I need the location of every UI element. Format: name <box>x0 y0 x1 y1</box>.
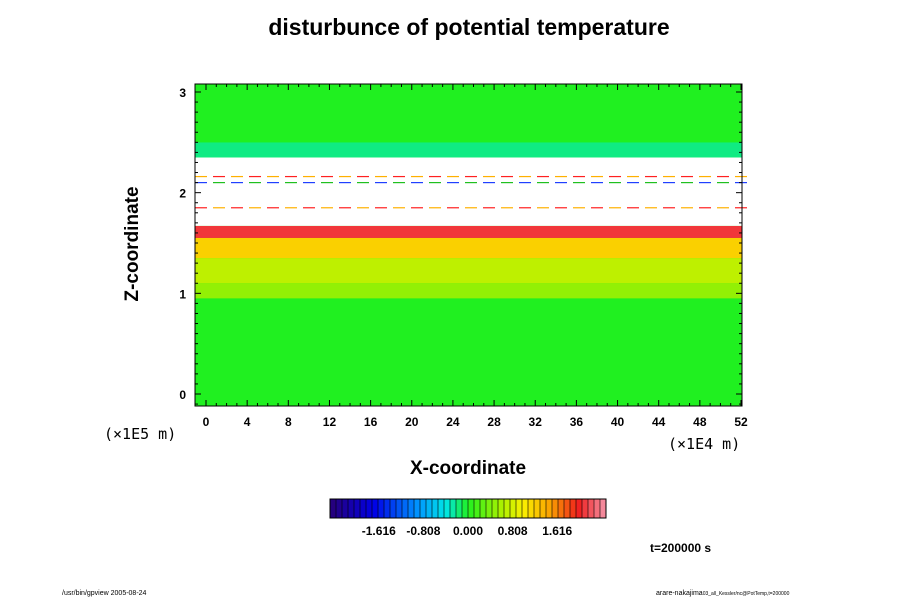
colorbar-cell <box>414 499 421 518</box>
colorbar-cell <box>570 499 577 518</box>
colorbar-cell <box>468 499 475 518</box>
colorbar-cell <box>564 499 571 518</box>
colorbar-cell <box>594 499 601 518</box>
colorbar-cell <box>444 499 451 518</box>
footer-right: arare-nakajima03_all_Kessler/nc@PotTemp,… <box>656 590 789 597</box>
colorbar-cell <box>396 499 403 518</box>
colorbar-cell <box>360 499 367 518</box>
colorbar-cell <box>450 499 457 518</box>
heatmap-layer <box>195 225 742 238</box>
x-tick-label: 36 <box>570 415 584 429</box>
colorbar-frame <box>329 498 607 519</box>
x-unit-label: (×1E4 m) <box>668 435 741 453</box>
colorbar-label: 0.808 <box>498 524 528 538</box>
colorbar-cell <box>330 499 337 518</box>
heatmap-layer <box>195 298 742 394</box>
x-tick-label: 40 <box>611 415 625 429</box>
x-tick-label: 4 <box>244 415 251 429</box>
colorbar-cell <box>492 499 499 518</box>
y-tick-label: 3 <box>179 86 186 100</box>
x-tick-label: 16 <box>364 415 378 429</box>
colorbar-cell <box>516 499 523 518</box>
colorbar-cell <box>462 499 469 518</box>
y-tick-label: 2 <box>179 187 186 201</box>
heatmap-layer <box>195 237 742 259</box>
colorbar-cell <box>426 499 433 518</box>
colorbar-cell <box>600 499 607 518</box>
x-tick-label: 8 <box>285 415 292 429</box>
colorbar-cell <box>534 499 541 518</box>
colorbar-label: -0.808 <box>406 524 440 538</box>
heatmap-layer <box>195 142 742 158</box>
x-tick-label: 28 <box>487 415 501 429</box>
colorbar-cell <box>480 499 487 518</box>
y-axis-label: Z-coordinate <box>122 186 143 302</box>
colorbar-cell <box>528 499 535 518</box>
x-tick-label: 52 <box>734 415 748 429</box>
colorbar-cell <box>552 499 559 518</box>
x-tick-label: 48 <box>693 415 707 429</box>
x-axis-label: X-coordinate <box>409 458 527 479</box>
colorbar-cell <box>378 499 385 518</box>
colorbar-label: 1.616 <box>542 524 572 538</box>
colorbar-cell <box>588 499 595 518</box>
colorbar-cell <box>558 499 565 518</box>
colorbar-cell <box>432 499 439 518</box>
heatmap-layer <box>195 258 742 284</box>
colorbar-cell <box>510 499 517 518</box>
colorbar-cell <box>366 499 373 518</box>
colorbar-cell <box>408 499 415 518</box>
footer-right-sub: 03_all_Kessler/nc@PotTemp,t=200000 <box>702 591 790 597</box>
colorbar-cell <box>498 499 505 518</box>
footer-right-main: arare-nakajima <box>656 590 703 597</box>
colorbar-cell <box>348 499 355 518</box>
colorbar-cell <box>354 499 361 518</box>
colorbar-cell <box>576 499 583 518</box>
colorbar-cell <box>372 499 379 518</box>
colorbar: -1.616 -0.808 0.000 0.808 1.616 <box>329 498 607 538</box>
colorbar-cell <box>420 499 427 518</box>
heatmap-layer <box>195 157 742 226</box>
colorbar-cell <box>438 499 445 518</box>
colorbar-cell <box>336 499 343 518</box>
colorbar-cell <box>582 499 589 518</box>
x-tick-label: 20 <box>405 415 419 429</box>
x-tick-label: 12 <box>323 415 337 429</box>
colorbar-cell <box>384 499 391 518</box>
x-tick-label: 0 <box>203 415 210 429</box>
heatmap-layer <box>195 84 742 143</box>
colorbar-label: 0.000 <box>453 524 483 538</box>
colorbar-cell <box>486 499 493 518</box>
colorbar-cell <box>342 499 349 518</box>
colorbar-cell <box>402 499 409 518</box>
chart-title: disturbunce of potential temperature <box>268 14 670 40</box>
heatmap-layer <box>195 283 742 299</box>
footer-left: /usr/bin/gpview 2005-08-24 <box>62 590 147 597</box>
x-tick-label: 24 <box>446 415 460 429</box>
time-label: t=200000 s <box>650 541 712 555</box>
plot-frame <box>194 83 743 407</box>
y-tick-label: 0 <box>179 388 186 402</box>
y-unit-label: (×1E5 m) <box>104 425 177 443</box>
colorbar-cell <box>504 499 511 518</box>
y-tick-label: 1 <box>179 287 186 301</box>
colorbar-cell <box>540 499 547 518</box>
colorbar-label: -1.616 <box>362 524 396 538</box>
x-tick-label: 32 <box>529 415 543 429</box>
x-tick-label: 44 <box>652 415 666 429</box>
colorbar-cell <box>456 499 463 518</box>
colorbar-cell <box>522 499 529 518</box>
colorbar-cell <box>474 499 481 518</box>
colorbar-cell <box>546 499 553 518</box>
colorbar-cell <box>390 499 397 518</box>
